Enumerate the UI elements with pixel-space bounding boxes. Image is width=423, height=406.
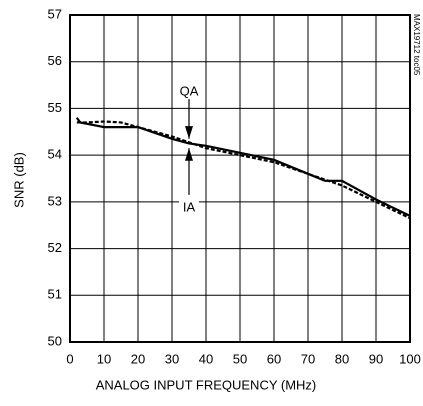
arrow-head [185, 148, 193, 161]
y-tick-label: 52 [48, 240, 62, 255]
x-tick-label: 40 [199, 351, 213, 366]
x-tick-label: 70 [301, 351, 315, 366]
annotation-bg [177, 82, 201, 101]
series-line [76, 120, 411, 220]
x-tick-label: 0 [66, 351, 73, 366]
x-axis-label: ANALOG INPUT FREQUENCY (MHz) [96, 377, 317, 392]
annotation: IA [183, 199, 196, 214]
arrow-head [185, 126, 193, 139]
x-tick-label: 20 [131, 351, 145, 366]
y-tick-label: 55 [48, 100, 62, 115]
plot-frame [69, 14, 411, 343]
series-line [75, 117, 411, 217]
x-tick-label: 10 [97, 351, 111, 366]
x-tick-label: 50 [233, 351, 247, 366]
x-tick-label: 60 [267, 351, 281, 366]
x-tick-label: 100 [399, 351, 421, 366]
y-tick-label: 51 [48, 287, 62, 302]
y-axis-label: SNR (dB) [11, 152, 26, 208]
y-tick-label: 56 [48, 53, 62, 68]
x-tick-label: 80 [335, 351, 349, 366]
annotation: QA [180, 84, 199, 99]
x-tick-label: 30 [165, 351, 179, 366]
y-tick-label: 50 [48, 333, 62, 348]
annotation-bg [179, 199, 199, 218]
y-tick-label: 53 [48, 193, 62, 208]
y-tick-label: 57 [48, 6, 62, 21]
figure-note: MAX19712 toc05 [412, 14, 421, 76]
y-tick-label: 54 [48, 147, 62, 162]
x-tick-label: 90 [369, 351, 383, 366]
